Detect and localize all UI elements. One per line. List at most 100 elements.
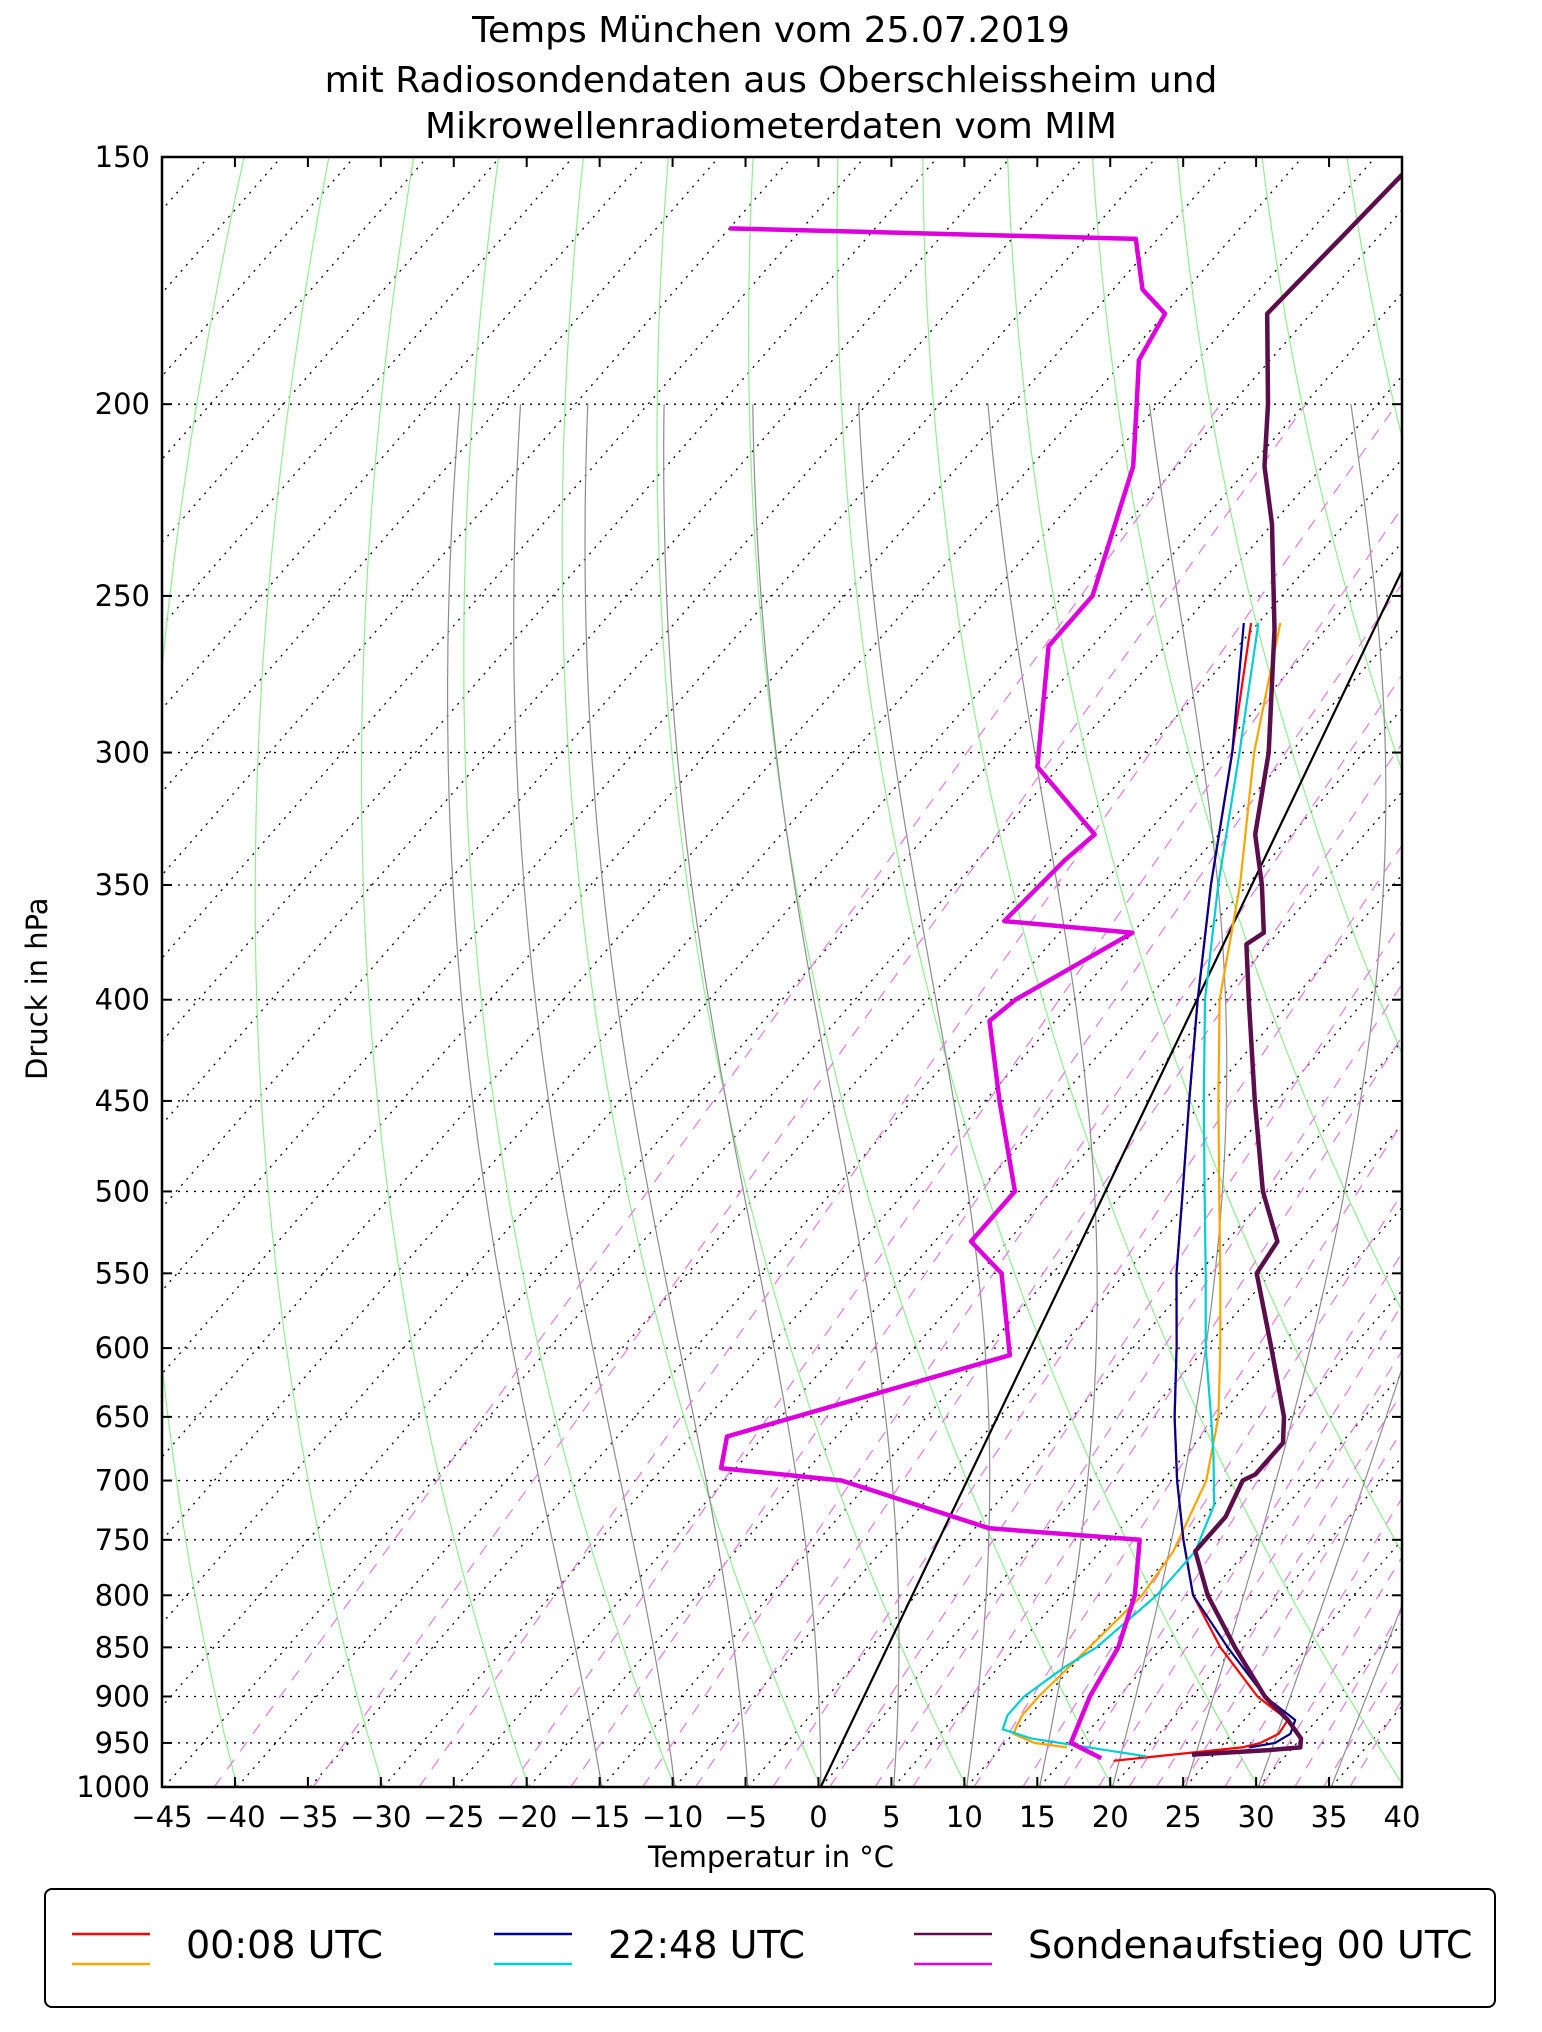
isotherm-line [528, 790, 1402, 1787]
mixing-ratio-line [1323, 1655, 1402, 1787]
y-tick-label: 450 [95, 1084, 150, 1118]
mixing-ratio-line [509, 507, 1402, 1787]
dry-adiabat-line [1006, 157, 1402, 1554]
dry-adiabat-line [922, 157, 1402, 1785]
x-tick-label: −45 [131, 1800, 192, 1834]
dry-adiabat-line [1511, 128, 1542, 1787]
moist-adiabat-line [858, 404, 991, 1787]
y-tick-label: 500 [95, 1174, 150, 1208]
isotherm-line [162, 157, 1012, 1126]
dry-adiabat-line [1261, 157, 1402, 773]
isotherm-line [162, 157, 1231, 1375]
isotherm-line [162, 157, 502, 544]
isotherm-line [162, 157, 1158, 1292]
legend-swatch-0008 [72, 1932, 150, 1966]
isotherm-line [162, 157, 574, 627]
mixing-ratio-line [829, 921, 1402, 1787]
chart-title-line-3: Mikrowellenradiometerdaten vom MIM [425, 106, 1117, 147]
series-line-temperature [1173, 622, 1297, 1749]
moist-adiabat-line [1184, 404, 1387, 1787]
y-tick-label: 900 [95, 1679, 150, 1713]
y-tick-label: 350 [95, 868, 150, 902]
mixing-ratio-line [912, 1035, 1402, 1787]
moist-adiabat-line [1257, 1366, 1402, 1787]
y-axis-label: Druck in hPa [20, 897, 54, 1080]
series-line-temperature [1191, 171, 1402, 1757]
x-tick-label: −5 [724, 1800, 767, 1834]
dry-adiabat-line [1427, 128, 1542, 1787]
dry-adiabat-line [836, 157, 1259, 1787]
y-tick-label: 200 [95, 387, 150, 421]
moist-adiabat-line [584, 404, 749, 1787]
y-tick-label: 750 [95, 1523, 150, 1557]
isotherm-line [382, 624, 1402, 1787]
chart-title-line-2: mit Radiosondendaten aus Oberschleisshei… [324, 60, 1218, 101]
isotherm-line [1404, 128, 1542, 1787]
legend-swatch-2248 [494, 1932, 572, 1966]
mixing-ratio-line [874, 983, 1402, 1787]
y-tick-label: 400 [95, 983, 150, 1017]
mixing-ratio-line [418, 403, 1398, 1787]
x-tick-label: −35 [277, 1800, 338, 1834]
y-tick-label: 850 [95, 1630, 150, 1664]
x-tick-label: 10 [946, 1800, 983, 1834]
reference-line [819, 568, 1402, 1787]
y-tick-label: 150 [95, 140, 150, 174]
y-tick-label: 250 [95, 579, 150, 613]
x-tick-label: 0 [809, 1800, 827, 1834]
x-axis-label: Temperatur in °C [647, 1840, 895, 1874]
legend-label-0008: 00:08 UTC [186, 1923, 383, 1967]
y-tick-label: 300 [95, 736, 150, 770]
x-tick-label: 35 [1311, 1800, 1348, 1834]
isotherm-line [162, 157, 1085, 1209]
x-tick-label: 40 [1384, 1800, 1421, 1834]
background-lines [162, 128, 1542, 1787]
isotherm-line [1257, 1622, 1402, 1787]
moist-adiabat-line [752, 404, 900, 1787]
x-tick-label: −25 [423, 1800, 484, 1834]
isotherm-line [309, 541, 1402, 1787]
chart-title-line-1: Temps München vom 25.07.2019 [472, 10, 1070, 51]
mixing-ratio-line [1224, 1497, 1402, 1787]
mixing-ratio-line [1062, 1251, 1402, 1787]
dry-adiabat-line [656, 157, 968, 1787]
isotherm-line [162, 292, 1402, 1708]
dry-adiabat-line [254, 157, 384, 1787]
moist-adiabat-line [987, 404, 1098, 1787]
x-tick-label: 30 [1238, 1800, 1275, 1834]
isotherm-line [162, 157, 1377, 1542]
isotherm-line [236, 458, 1402, 1787]
axis-ticks: −45 −40 −35 −30 −25 −20 −15 −10 −5 0 5 10 15 20 25 30 35… [76, 140, 1420, 1834]
dry-adiabat-line [463, 157, 676, 1787]
mixing-ratio-line [1156, 1391, 1402, 1787]
mixing-ratio-line [695, 742, 1402, 1787]
dry-adiabat-line [1091, 157, 1402, 1313]
moist-adiabat-line [513, 404, 676, 1787]
x-tick-label: −40 [204, 1800, 265, 1834]
mixing-ratio-line [1180, 1429, 1402, 1787]
y-tick-label: 950 [95, 1726, 150, 1760]
x-tick-label: −30 [350, 1800, 411, 1834]
y-tick-label: 700 [95, 1464, 150, 1498]
mixing-ratio-line [1128, 1349, 1402, 1787]
y-tick-label: 550 [95, 1256, 150, 1290]
mixing-ratio-line [1097, 1303, 1402, 1787]
dry-adiabat-line [360, 157, 530, 1787]
legend-label-sonde: Sondenaufstieg 00 UTC [1028, 1923, 1473, 1967]
mixing-ratio-line [1349, 1698, 1402, 1787]
plot-frame [160, 155, 1404, 1789]
dry-adiabat-line [561, 157, 822, 1787]
dry-adiabat-line [1176, 157, 1402, 1056]
isotherm-line [966, 1289, 1402, 1787]
dry-adiabat-line [747, 157, 1114, 1787]
data-series [718, 171, 1402, 1762]
mixing-ratio-line [570, 582, 1402, 1787]
mixing-ratio-line [312, 403, 1307, 1787]
x-tick-label: 25 [1165, 1800, 1202, 1834]
moist-adiabat-line [447, 404, 603, 1787]
isotherm-line [162, 157, 429, 461]
dry-adiabat-line [162, 157, 245, 1787]
y-tick-label: 600 [95, 1331, 150, 1365]
x-tick-label: 20 [1092, 1800, 1129, 1834]
